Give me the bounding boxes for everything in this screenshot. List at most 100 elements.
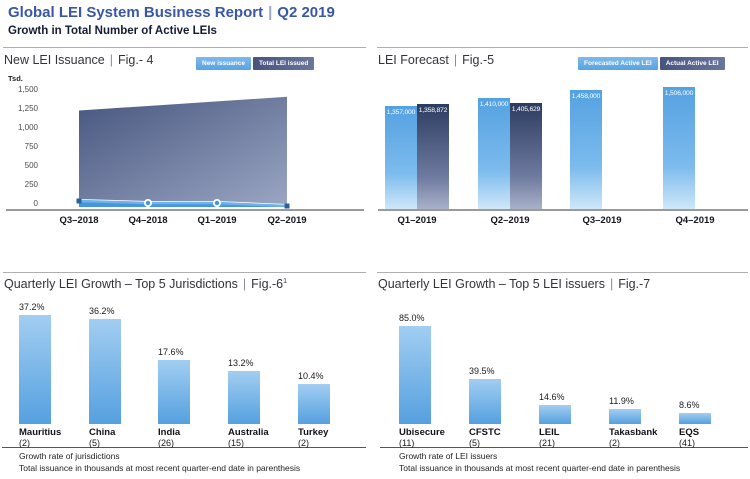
fig6-bar: [158, 360, 190, 424]
fig4-y-tick-label: 750: [24, 142, 38, 151]
fig6-count-label: (2): [19, 438, 30, 448]
fig5-x-tick-label: Q4–2019: [675, 215, 715, 226]
fig5-x-tick-label: Q2–2019: [490, 215, 530, 226]
fig6-title: Quarterly LEI Growth – Top 5 Jurisdictio…: [4, 277, 287, 291]
fig6-bar: [298, 384, 330, 424]
forecast-bar-value: 1,410,000: [479, 101, 509, 108]
report-title: Global LEI System Business Report: [8, 4, 264, 21]
report-subtitle: Growth in Total Number of Active LEIs: [8, 25, 217, 37]
data-point-marker: [212, 199, 221, 208]
report-title-row: Global LEI System Business Report | Q2 201…: [8, 4, 335, 21]
forecast-bar-value: 1,357,000: [386, 109, 416, 116]
fig4-y-tick-label: 1,500: [17, 85, 38, 94]
fig7-fig-label: Fig.-7: [618, 277, 651, 291]
data-point-marker: [144, 199, 153, 208]
fig5-x-tick-label: Q3–2019: [582, 215, 622, 226]
fig6-percent-label: 37.2%: [19, 302, 45, 312]
fig7-percent-label: 8.6%: [679, 400, 700, 410]
actual-bar: 1,405,629: [510, 103, 542, 209]
fig6-count-label: (26): [158, 438, 175, 448]
fig4-x-tick-label: Q4–2018: [128, 215, 168, 226]
fig6-bar: [89, 319, 121, 424]
forecast-bar-value: 1,506,000: [664, 90, 694, 97]
fig5-title: LEI Forecast | Fig.-5: [378, 53, 494, 67]
fig4-x-tick-label: Q2–2019: [267, 215, 307, 226]
fig6-percent-label: 36.2%: [89, 306, 115, 316]
fig4-x-axis: [6, 209, 364, 211]
total-lei-issued-area: [79, 96, 287, 204]
fig7-footnote-1: Growth rate of LEI issuers: [399, 451, 498, 461]
fig6-bar: [19, 315, 51, 424]
fig7-count-label: (21): [539, 438, 556, 448]
fig7-category-label: Ubisecure: [399, 427, 445, 438]
fig6-fig-superscript: 1: [283, 277, 288, 285]
fig4-unit-label: Tsd.: [8, 74, 23, 83]
fig6-percent-label: 10.4%: [298, 371, 324, 381]
fig6-title-text: Quarterly LEI Growth – Top 5 Jurisdictio…: [4, 277, 238, 291]
fig4-title-text: New LEI Issuance: [4, 53, 105, 67]
forecast-bar-value: 1,458,000: [571, 93, 601, 100]
fig5-legend-forecasted: Forecasted Active LEI: [578, 57, 658, 70]
header-divider-right: [377, 47, 748, 48]
fig4-y-tick-label: 0: [33, 199, 38, 208]
data-point-marker: [284, 203, 290, 209]
fig4-x-tick-label: Q1–2019: [197, 215, 237, 226]
data-point-marker: [76, 198, 82, 204]
fig7-count-label: (2): [609, 438, 620, 448]
fig5-title-pipe: |: [453, 53, 458, 67]
fig4-legend-total-issued: Total LEI issued: [253, 57, 315, 70]
fig4-title: New LEI Issuance | Fig.- 4: [4, 53, 153, 67]
fig7-bar: [469, 379, 501, 424]
fig4-legend: New issuance Total LEI issued: [196, 57, 315, 70]
fig6-footnote-1: Growth rate of jurisdictions: [19, 451, 120, 461]
fig4-y-tick-label: 1,250: [17, 104, 38, 113]
fig7-percent-label: 11.9%: [609, 396, 634, 406]
fig6-category-label: India: [158, 427, 181, 438]
fig7-bar: [679, 413, 711, 424]
fig4-legend-new-issuance: New issuance: [196, 57, 251, 70]
fig7-category-label: EQS: [679, 427, 700, 438]
fig4-x-tick-label: Q3–2018: [59, 215, 99, 226]
title-separator: |: [268, 4, 273, 21]
fig7-percent-label: 14.6%: [539, 392, 565, 402]
actual-bar-value: 1,358,872: [418, 107, 448, 114]
fig6-footnote-2: Total issuance in thousands at most rece…: [19, 463, 301, 473]
forecast-bar: 1,357,000: [385, 106, 417, 209]
fig4-area-chart: [76, 96, 290, 209]
fig6-fig-label: Fig.-6: [251, 277, 284, 291]
forecast-bar: 1,506,000: [663, 87, 695, 209]
fig4-y-tick-label: 500: [24, 161, 38, 170]
fig6-category-label: China: [89, 427, 116, 438]
actual-bar: 1,358,872: [417, 104, 449, 209]
fig7-percent-label: 85.0%: [399, 313, 425, 323]
fig7-category-label: LEIL: [539, 427, 560, 438]
fig6-percent-label: 17.6%: [158, 347, 184, 357]
fig6-count-label: (5): [89, 438, 100, 448]
fig6-percent-label: 13.2%: [228, 358, 254, 368]
fig7-footnote-2: Total issuance in thousands at most rece…: [399, 463, 681, 473]
fig6-category-label: Australia: [228, 427, 269, 438]
fig5-title-text: LEI Forecast: [378, 53, 449, 67]
fig7-category-label: Takasbank: [609, 427, 658, 438]
new-issuance-line: [78, 199, 288, 208]
fig7-bar: [539, 405, 571, 424]
fig7-count-label: (41): [679, 438, 696, 448]
fig6-category-label: Turkey: [298, 427, 329, 438]
fig6-count-label: (2): [298, 438, 309, 448]
fig7-footnote-divider: [380, 447, 748, 448]
fig4-y-tick-label: 250: [24, 180, 38, 189]
fig6-bar: [228, 371, 260, 424]
fig7-title-text: Quarterly LEI Growth – Top 5 LEI issuers: [378, 277, 605, 291]
section-divider-left: [3, 272, 366, 273]
fig7-category-label: CFSTC: [469, 427, 501, 438]
forecast-bar: 1,458,000: [570, 90, 602, 209]
fig6-title-pipe: |: [242, 277, 247, 291]
fig4-title-pipe: |: [109, 53, 113, 67]
fig6-footnote-divider: [2, 447, 366, 448]
fig4-fig-label: Fig.- 4: [118, 53, 154, 67]
fig5-legend: Forecasted Active LEI Actual Active LEI: [578, 57, 725, 70]
fig7-title: Quarterly LEI Growth – Top 5 LEI issuers…: [378, 277, 650, 291]
fig7-bar: [399, 326, 431, 424]
report-period: Q2 2019: [277, 4, 335, 21]
